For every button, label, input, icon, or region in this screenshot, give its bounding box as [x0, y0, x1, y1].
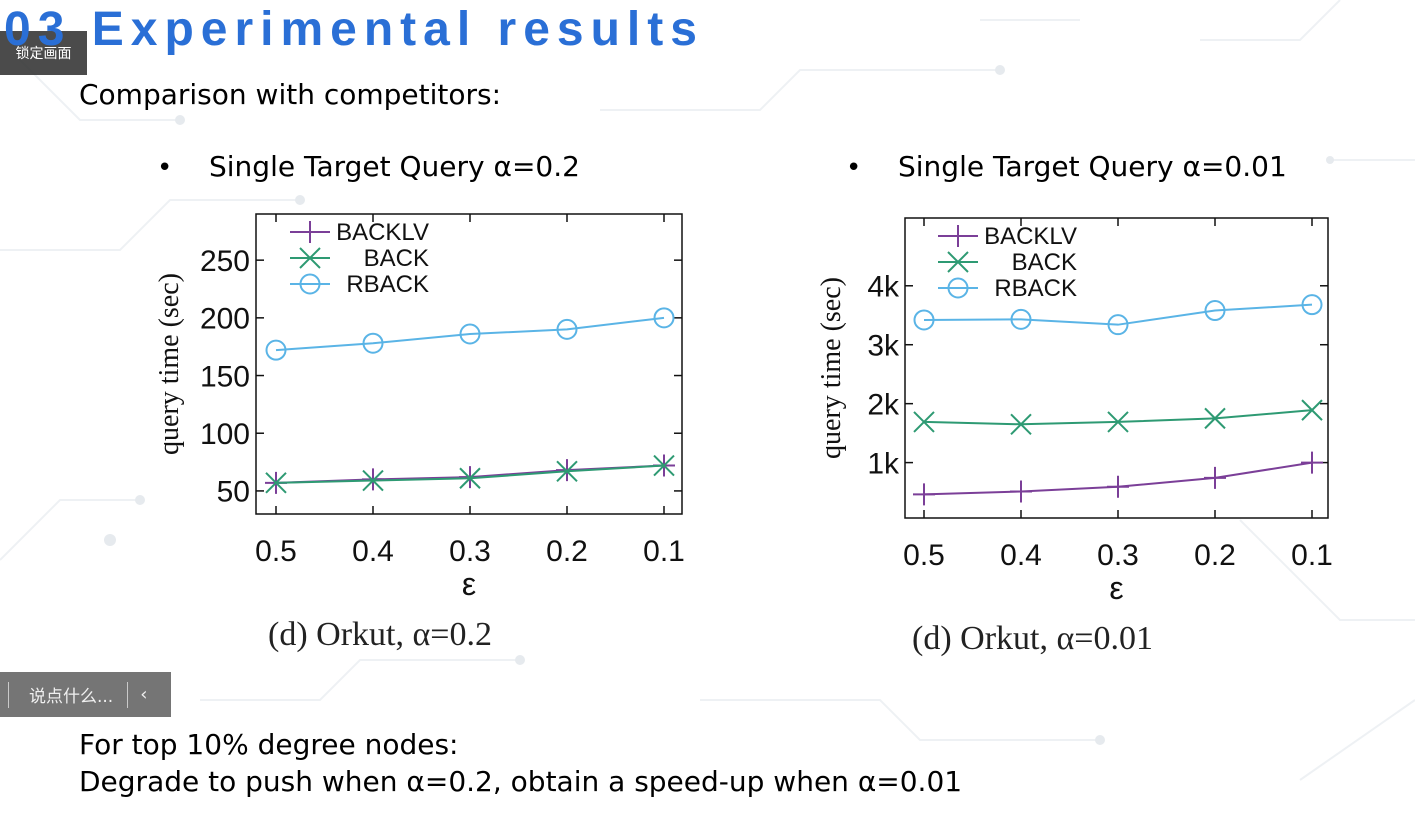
slide-title: 03 Experimental results [4, 3, 704, 56]
collapse-icon[interactable]: ‹ [140, 684, 148, 705]
data-point-x [1107, 411, 1129, 433]
series-back [265, 454, 675, 494]
x-tick-label: 0.5 [255, 535, 297, 568]
data-point-circle [913, 309, 935, 331]
x-tick-label: 0.4 [352, 535, 394, 568]
legend-label: BACK [364, 245, 429, 272]
data-point-plus [913, 483, 935, 506]
data-point-x [265, 472, 287, 494]
footer-line-1: For top 10% degree nodes: [79, 728, 459, 761]
data-point-plus [299, 221, 321, 243]
data-point-circle [1107, 314, 1129, 336]
bullet-icon: • [846, 153, 862, 183]
y-tick-label: 50 [217, 476, 250, 509]
series-rback [913, 294, 1323, 336]
legend-label: BACK [1012, 249, 1077, 276]
x-tick-label: 0.2 [1194, 539, 1236, 572]
data-point-circle [947, 277, 969, 299]
data-point-plus [947, 225, 969, 247]
x-tick-label: 0.1 [1291, 539, 1333, 572]
data-point-x [1010, 413, 1032, 435]
data-point-circle [362, 332, 384, 354]
x-tick-label: 0.5 [903, 539, 945, 572]
chart-orkut-alpha-0.01: 1k 2k 3k 4k 0.5 0.4 0.3 0.2 0.1 ε query time (sec)… [816, 217, 1333, 606]
x-axis-label: ε [1109, 570, 1123, 606]
data-point-x [556, 460, 578, 483]
series-line [923, 303, 1313, 326]
data-point-plus [1010, 480, 1032, 503]
panel-heading-right: Single Target Query α=0.01 [898, 150, 1287, 183]
series-line [275, 316, 665, 352]
data-point-circle [653, 307, 675, 329]
y-axis-label: query time (sec) [154, 273, 185, 455]
x-tick-label: 0.3 [1097, 539, 1139, 572]
data-point-x [653, 454, 675, 477]
data-point-circle [556, 318, 578, 340]
data-point-x [362, 469, 384, 492]
data-point-plus [1301, 451, 1323, 474]
data-point-x [459, 467, 481, 489]
y-tick-label: 150 [200, 360, 250, 393]
panel-heading-left: Single Target Query α=0.2 [209, 150, 580, 183]
series-backlv [913, 451, 1323, 506]
y-tick-label: 200 [200, 303, 250, 336]
divider [8, 681, 9, 708]
x-tick-label: 0.1 [643, 535, 685, 568]
data-point-circle [299, 273, 321, 295]
data-point-circle [459, 323, 481, 345]
y-tick-label: 1k [867, 447, 900, 480]
y-tick-label: 2k [867, 388, 900, 421]
data-point-circle [265, 339, 287, 361]
comment-bar[interactable]: 说点什么... ‹ [0, 672, 171, 717]
bullet-icon: • [157, 153, 173, 183]
y-tick-label: 100 [200, 418, 250, 451]
y-tick-label: 250 [200, 245, 250, 278]
lock-screen-button[interactable]: 锁定画面 [0, 31, 87, 75]
data-point-x [1204, 407, 1226, 430]
data-point-plus [1204, 466, 1226, 489]
footer-line-2: Degrade to push when α=0.2, obtain a spe… [79, 765, 963, 798]
data-point-x [299, 247, 321, 269]
legend-label: BACKLV [984, 223, 1077, 250]
divider [127, 681, 129, 708]
slide-subtitle: Comparison with competitors: [79, 78, 502, 111]
x-tick-label: 0.3 [449, 535, 491, 568]
y-tick-label: 3k [867, 330, 900, 363]
plot-frame [255, 213, 683, 515]
series-rback [265, 307, 675, 361]
legend-label: RBACK [994, 275, 1077, 302]
data-point-circle [1204, 300, 1226, 322]
caption-right: (d) Orkut, α=0.01 [912, 620, 1153, 657]
data-point-x [913, 411, 935, 433]
data-point-x [1301, 399, 1323, 421]
y-tick-label: 4k [867, 271, 900, 304]
legend-label: BACKLV [336, 219, 429, 246]
legend-label: RBACK [346, 271, 429, 298]
x-tick-label: 0.2 [546, 535, 588, 568]
x-axis-label: ε [462, 566, 476, 602]
chart-orkut-alpha-0.2: 50 100 150 200 250 0.5 0.4 0.3 0.2 0.1 ε query time… [154, 213, 685, 602]
plot-frame [904, 217, 1329, 519]
x-tick-label: 0.4 [1000, 539, 1042, 572]
series-back [913, 399, 1323, 435]
data-point-x [947, 251, 969, 273]
y-axis-label: query time (sec) [816, 277, 847, 459]
data-point-circle [1010, 308, 1032, 330]
caption-left: (d) Orkut, α=0.2 [268, 616, 492, 653]
comment-input[interactable]: 说点什么... [29, 687, 114, 707]
data-point-plus [1107, 475, 1129, 498]
data-point-circle [1301, 294, 1323, 316]
